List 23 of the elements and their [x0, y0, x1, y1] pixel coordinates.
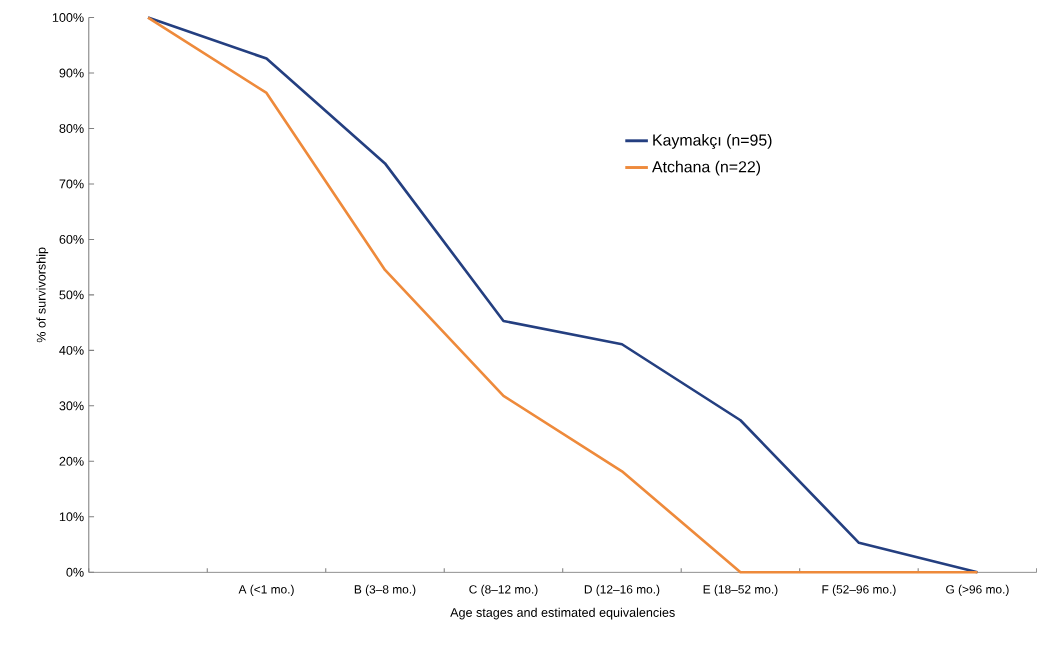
y-tick-label: 10% [59, 512, 84, 522]
x-tick-label: F (52–96 mo.) [822, 584, 896, 596]
y-tick-label: 100% [52, 12, 84, 22]
y-tick-label: 50% [59, 290, 84, 300]
x-tick-label: G (>96 mo.) [946, 584, 1009, 596]
x-tick-label: A (<1 mo.) [238, 584, 294, 596]
legend-label: Atchana (n=22) [652, 160, 761, 176]
y-tick-label: 40% [59, 345, 84, 355]
y-tick-label: 70% [59, 179, 84, 189]
y-tick-label: 0% [66, 567, 84, 577]
line-series [146, 16, 979, 574]
y-tick-label: 60% [59, 234, 84, 244]
legend-label: Kaymakçı (n=95) [653, 133, 772, 149]
y-tick-label: 80% [59, 123, 84, 133]
x-tick-label: C (8–12 mo.) [469, 584, 538, 596]
x-tick-label: E (18–52 mo.) [703, 584, 778, 596]
x-tick-label: D (12–16 mo.) [584, 584, 660, 596]
y-axis-title: % of survivorship [36, 247, 49, 343]
x-tick-label: B (3–8 mo.) [354, 584, 416, 596]
y-tick-label: 90% [59, 68, 84, 78]
y-tick-label: 30% [59, 401, 84, 411]
x-axis-title: Age stages and estimated equivalencies [450, 607, 675, 620]
y-tick-label: 20% [59, 456, 84, 466]
